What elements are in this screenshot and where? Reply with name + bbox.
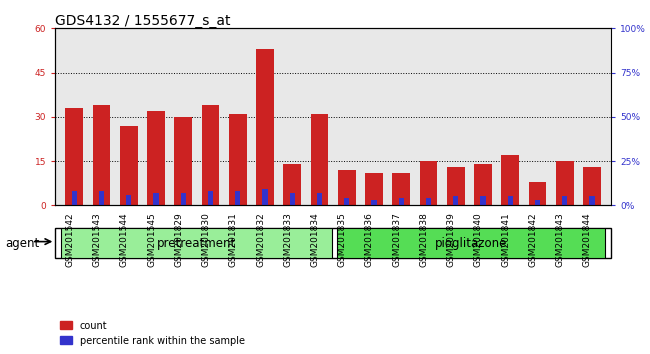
Bar — [508, 196, 513, 205]
Text: GSM201835: GSM201835 — [338, 212, 346, 267]
Bar — [398, 198, 404, 205]
Bar — [583, 167, 601, 205]
Bar — [371, 200, 376, 205]
Bar — [420, 161, 437, 205]
Bar — [337, 228, 605, 258]
Text: GSM201842: GSM201842 — [528, 212, 538, 267]
Bar — [202, 105, 220, 205]
Text: GSM201829: GSM201829 — [174, 212, 183, 267]
Bar — [393, 173, 410, 205]
Bar — [556, 161, 573, 205]
Text: GSM201831: GSM201831 — [229, 212, 238, 267]
Text: GSM201542: GSM201542 — [65, 212, 74, 267]
Bar — [590, 196, 595, 205]
Bar — [344, 198, 350, 205]
Bar — [153, 193, 159, 205]
Bar — [174, 117, 192, 205]
Bar — [535, 200, 540, 205]
Bar — [126, 195, 131, 205]
Text: GSM201839: GSM201839 — [447, 212, 456, 267]
Bar — [256, 49, 274, 205]
Text: GSM201832: GSM201832 — [256, 212, 265, 267]
Bar — [61, 228, 332, 258]
Bar — [365, 173, 383, 205]
Bar — [290, 193, 295, 205]
Text: GSM201834: GSM201834 — [311, 212, 320, 267]
Bar — [235, 191, 240, 205]
Bar — [229, 114, 246, 205]
Bar — [562, 196, 567, 205]
Text: GSM201543: GSM201543 — [92, 212, 101, 267]
Text: GDS4132 / 1555677_s_at: GDS4132 / 1555677_s_at — [55, 14, 231, 28]
Text: GSM201544: GSM201544 — [120, 212, 129, 267]
Bar — [120, 126, 138, 205]
Bar — [283, 164, 301, 205]
Bar — [147, 111, 165, 205]
Bar — [474, 164, 492, 205]
Bar — [501, 155, 519, 205]
Text: GSM201837: GSM201837 — [392, 212, 401, 267]
Bar — [181, 193, 186, 205]
Text: GSM201833: GSM201833 — [283, 212, 292, 267]
Text: GSM201844: GSM201844 — [583, 212, 592, 267]
Text: GSM201843: GSM201843 — [556, 212, 565, 267]
Text: agent: agent — [5, 237, 40, 250]
Text: GSM201836: GSM201836 — [365, 212, 374, 267]
Bar — [72, 191, 77, 205]
Bar — [426, 198, 431, 205]
Bar — [338, 170, 356, 205]
Bar — [208, 191, 213, 205]
Bar — [66, 108, 83, 205]
Legend: count, percentile rank within the sample: count, percentile rank within the sample — [60, 321, 244, 346]
Bar — [93, 105, 110, 205]
Text: pretreatment: pretreatment — [157, 237, 237, 250]
Text: GSM201838: GSM201838 — [419, 212, 428, 267]
Bar — [99, 191, 104, 205]
Text: pioglitazone: pioglitazone — [434, 237, 507, 250]
Bar — [317, 193, 322, 205]
Text: GSM201840: GSM201840 — [474, 212, 483, 267]
Bar — [528, 182, 546, 205]
Text: GSM201841: GSM201841 — [501, 212, 510, 267]
Bar — [480, 196, 486, 205]
Bar — [453, 196, 458, 205]
Text: GSM201830: GSM201830 — [202, 212, 211, 267]
Text: GSM201545: GSM201545 — [147, 212, 156, 267]
Bar — [447, 167, 465, 205]
Bar — [311, 114, 328, 205]
Bar — [263, 189, 268, 205]
